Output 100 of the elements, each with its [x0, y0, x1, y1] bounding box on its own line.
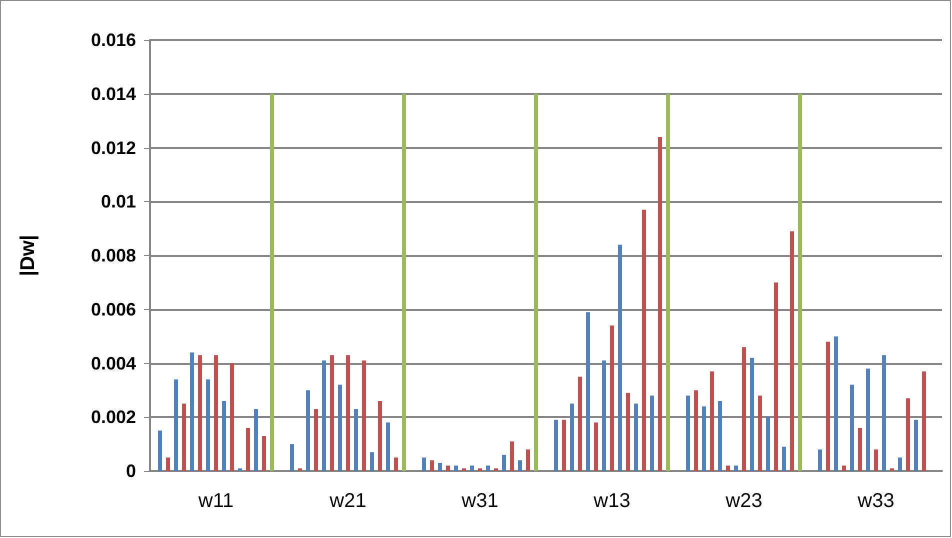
bar: [906, 398, 910, 471]
bar: [650, 396, 654, 471]
y-tick-label: 0.016: [90, 30, 136, 50]
bar: [898, 458, 902, 471]
bar: [346, 355, 350, 471]
y-tick-label: 0.008: [90, 246, 136, 266]
bar: [206, 379, 210, 471]
bar: [718, 400, 722, 471]
bar: [330, 355, 334, 471]
bar: [922, 371, 926, 471]
bar: [198, 355, 202, 471]
bar: [686, 396, 690, 471]
y-axis-title: |Dw|: [17, 234, 39, 276]
bar: [914, 420, 918, 471]
bar: [394, 458, 398, 471]
bar: [610, 326, 614, 471]
y-tick-label: 0.002: [90, 407, 136, 428]
bar: [782, 446, 786, 471]
bar: [618, 244, 622, 471]
y-tick-label: 0.012: [90, 138, 136, 158]
bar: [594, 422, 598, 471]
bar: [354, 409, 358, 471]
bar: [586, 312, 590, 471]
bar: [174, 379, 178, 471]
bar: [842, 466, 846, 471]
bar: [534, 94, 538, 471]
y-tick-label: 0.006: [90, 299, 136, 320]
bar: [570, 404, 574, 471]
x-tick-label: w33: [856, 490, 894, 512]
bar: [518, 460, 522, 471]
bar: [322, 360, 326, 471]
bar: [166, 458, 170, 471]
bar: [270, 94, 274, 471]
bar: [182, 404, 186, 471]
bar: [502, 454, 506, 471]
bar: [510, 441, 514, 471]
bar: [890, 468, 894, 471]
bar: [642, 210, 646, 471]
bar: [298, 468, 302, 471]
bar: [826, 342, 830, 471]
bar: [818, 449, 822, 471]
bar: [230, 363, 234, 471]
bar: [578, 376, 582, 471]
bar: [238, 468, 242, 471]
bar: [370, 452, 374, 471]
bar: [742, 347, 746, 471]
bar: [562, 420, 566, 471]
bar: [454, 466, 458, 471]
bar: [446, 466, 450, 471]
y-tick-label: 0.014: [90, 84, 136, 104]
bar: [694, 390, 698, 471]
bar: [634, 404, 638, 471]
bar: [494, 468, 498, 471]
y-tick-label: 0: [126, 461, 136, 481]
x-tick-label: w11: [197, 490, 234, 512]
bar: [750, 358, 754, 471]
bar: [438, 462, 442, 471]
bar: [790, 231, 794, 471]
bar: [402, 94, 406, 471]
x-tick-label: w23: [724, 490, 762, 512]
bar: [658, 136, 662, 471]
bar: [766, 417, 770, 471]
bar: [486, 466, 490, 471]
bar: [478, 468, 482, 471]
bar: [254, 409, 258, 471]
x-tick-label: w21: [328, 490, 366, 512]
bar: [470, 466, 474, 471]
bar: [290, 444, 294, 471]
bar: [734, 466, 738, 471]
bar: [246, 428, 250, 471]
bar: [798, 94, 802, 471]
bar: [666, 94, 670, 471]
y-tick-label: 0.01: [100, 192, 136, 212]
bar: [306, 390, 310, 471]
bar: [430, 460, 434, 471]
bar: [462, 468, 466, 471]
bar: [726, 466, 730, 471]
bar: [554, 420, 558, 471]
bar: [338, 384, 342, 471]
bar: [362, 360, 366, 471]
bar: [834, 336, 838, 471]
bar: [626, 392, 630, 471]
bar: [874, 449, 878, 471]
bar: [222, 400, 226, 471]
bar: [378, 400, 382, 471]
bar: [386, 422, 390, 471]
bar: [526, 449, 530, 471]
bar: [602, 360, 606, 471]
bar: [262, 436, 266, 471]
bar: [158, 430, 162, 471]
bar: [850, 384, 854, 471]
bar: [422, 458, 426, 471]
bar: [710, 371, 714, 471]
bar: [758, 396, 762, 471]
bar: [314, 409, 318, 471]
y-tick-label: 0.004: [90, 353, 136, 374]
bar: [702, 406, 706, 471]
x-tick-label: w31: [460, 490, 498, 512]
bar: [882, 355, 886, 471]
x-tick-label: w13: [592, 490, 630, 512]
